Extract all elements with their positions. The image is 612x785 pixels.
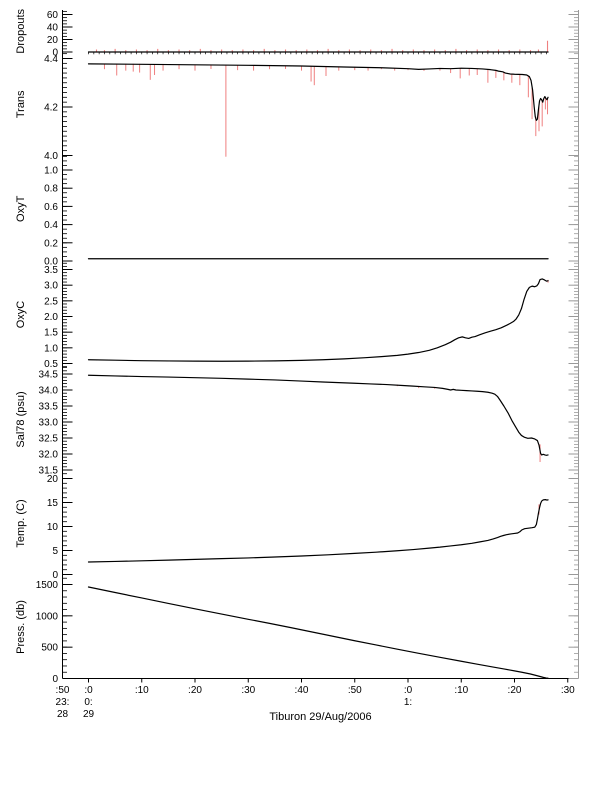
panel-label-trans: Trans — [15, 90, 27, 118]
x-tick-label: :10 — [135, 685, 149, 696]
panel-temp: Temp. (C) 0 5 10 15 20 — [15, 473, 579, 581]
panel-label-sal78: Sal78 (psu) — [15, 391, 27, 447]
noise-spikes-sal78 — [396, 384, 541, 462]
y-ticks-oxyt: 0.0 0.2 0.4 0.6 0.8 1.0 — [44, 155, 579, 268]
x-tick-label: :10 — [454, 685, 468, 696]
y-tick-label: 3.0 — [44, 281, 58, 292]
x-tick-label: :50 — [56, 685, 70, 696]
y-tick-label: 0.6 — [44, 202, 58, 213]
panel-press: Press. (db) 0 500 1000 1500 — [15, 577, 579, 685]
dropout-events — [95, 40, 549, 52]
y-tick-label: 60 — [47, 10, 59, 21]
x-tick-label: :0 — [404, 685, 413, 696]
panel-oxyc: OxyC 0.5 1.0 1.5 2.0 2.5 3.0 3.5 — [15, 262, 579, 370]
y-tick-label: 1.0 — [44, 343, 58, 354]
panel-sal78: Sal78 (psu) 31.5 32.0 32.5 33.0 33.5 34.0 34.5 — [15, 367, 579, 477]
y-tick-label: 10 — [47, 522, 59, 533]
y-tick-label: 0.0 — [44, 257, 58, 268]
panel-label-oxyc: OxyC — [15, 301, 27, 329]
y-tick-label: 20 — [47, 35, 59, 46]
y-tick-label: 1.0 — [44, 166, 58, 177]
y-tick-label: 0 — [52, 48, 58, 59]
plot-frame — [62, 10, 579, 679]
y-tick-label: 31.5 — [39, 466, 59, 477]
x-axis: :50 :0 :10 :20 :30 :40 :50 :0 :10 :20 :30 23: 0: 1: 28… — [56, 678, 575, 720]
y-tick-label: 32.0 — [39, 450, 59, 461]
y-tick-label: 4.2 — [44, 103, 58, 114]
y-tick-label: 20 — [47, 474, 59, 485]
panel-label-oxyt: OxyT — [15, 195, 27, 222]
y-tick-label: 32.5 — [39, 434, 59, 445]
x-tick-label: :0 — [84, 685, 93, 696]
panel-label-press: Press. (db) — [15, 600, 27, 654]
y-tick-label: 2.0 — [44, 312, 58, 323]
plot-rendered-layers: Dropouts 0204060Trans4.04.24.4OxyT0.00.20… — [15, 8, 579, 720]
trace-trans — [87, 63, 549, 121]
y-tick-label: 34.0 — [39, 386, 59, 397]
y-ticks-oxyc: 0.5 1.0 1.5 2.0 2.5 3.0 3.5 — [44, 262, 579, 370]
trace-oxyc — [87, 278, 549, 362]
x-tick-label: :50 — [348, 685, 362, 696]
y-tick-label: 500 — [41, 643, 58, 654]
trace-press — [87, 586, 549, 679]
noise-spikes-trans — [103, 63, 549, 157]
x-tick-label: :40 — [295, 685, 309, 696]
y-tick-label: 40 — [47, 23, 59, 34]
x-tick-label: :30 — [561, 685, 575, 696]
trace-sal78 — [87, 374, 549, 456]
trace-temp — [87, 499, 549, 563]
y-tick-label: 4.4 — [44, 54, 58, 65]
panel-oxyt: OxyT 0.0 0.2 0.4 0.6 0.8 1.0 — [15, 155, 579, 268]
x-day-label: 29 — [83, 709, 95, 720]
y-tick-label: 3.5 — [44, 265, 58, 276]
panel-label-temp: Temp. (C) — [15, 499, 27, 547]
y-tick-label: 1000 — [36, 611, 59, 622]
y-tick-label: 15 — [47, 498, 59, 509]
y-tick-label: 0 — [52, 570, 58, 581]
y-ticks-sal78: 31.5 32.0 32.5 33.0 33.5 34.0 34.5 — [39, 367, 579, 477]
x-tick-label: :30 — [241, 685, 255, 696]
x-hour-label: 0: — [84, 697, 92, 708]
x-hour-label: 1: — [404, 697, 412, 708]
y-tick-label: 2.5 — [44, 296, 58, 307]
y-tick-label: 4.0 — [44, 151, 58, 162]
y-tick-label: 0.4 — [44, 220, 58, 231]
x-tick-label: :20 — [188, 685, 202, 696]
y-tick-label: 1500 — [36, 580, 59, 591]
y-tick-label: 0.2 — [44, 238, 58, 249]
plot-title: Tiburon 29/Aug/2006 — [269, 711, 371, 723]
panel-label-dropouts: Dropouts — [15, 8, 27, 53]
y-tick-label: 0.5 — [44, 359, 58, 370]
panel-trans: Trans 4.0 4.2 4.4 — [15, 53, 579, 162]
x-day-label: 28 — [57, 709, 69, 720]
y-tick-label: 5 — [52, 546, 58, 557]
y-ticks-trans: 4.0 4.2 4.4 — [44, 53, 579, 162]
y-tick-label: 0 — [52, 674, 58, 685]
y-tick-label: 33.0 — [39, 418, 59, 429]
y-tick-label: 0.8 — [44, 184, 58, 195]
y-ticks-temp: 0 5 10 15 20 — [47, 473, 579, 581]
y-tick-label: 1.5 — [44, 328, 58, 339]
x-hour-label: 23: — [56, 697, 70, 708]
x-tick-label: :20 — [508, 685, 522, 696]
y-tick-label: 33.5 — [39, 402, 59, 413]
y-ticks-press: 0 500 1000 1500 — [36, 577, 579, 685]
y-tick-label: 34.5 — [39, 370, 59, 381]
